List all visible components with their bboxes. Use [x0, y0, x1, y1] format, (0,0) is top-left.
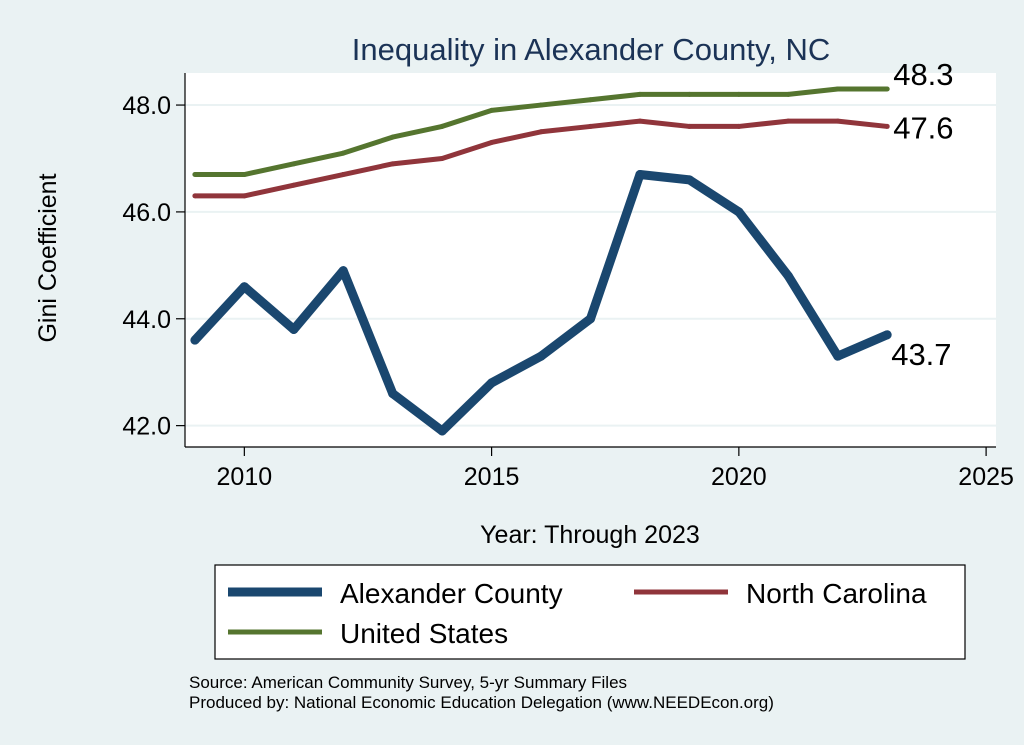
data-point-united-states-2021	[785, 91, 791, 97]
data-point-north-carolina-2015	[489, 139, 495, 145]
x-tick-label-0: 2010	[217, 463, 273, 491]
data-point-alexander-county-2015	[487, 378, 497, 388]
end-label-north-carolina: 47.6	[893, 110, 953, 145]
data-point-north-carolina-2010	[241, 193, 247, 199]
data-point-north-carolina-2012	[340, 172, 346, 178]
data-point-north-carolina-2021	[785, 118, 791, 124]
data-point-united-states-2014	[439, 123, 445, 129]
series-layer	[190, 86, 892, 436]
legend-label-north-carolina: North Carolina	[746, 578, 927, 609]
data-point-alexander-county-2022	[833, 351, 843, 361]
axes: 42.0 44.0 46.0 48.0 2010 2015 2020 2025	[122, 73, 1014, 491]
end-label-united-states: 48.3	[893, 57, 953, 92]
data-point-north-carolina-2017	[588, 123, 593, 129]
data-point-united-states-2016	[538, 102, 544, 108]
data-point-alexander-county-2014	[437, 426, 447, 436]
source-note: Source: American Community Survey, 5-yr …	[189, 673, 627, 692]
data-point-alexander-county-2021	[783, 271, 793, 281]
end-label-alexander-county: 43.7	[891, 337, 951, 372]
data-point-united-states-2010	[241, 172, 247, 178]
data-point-united-states-2017	[588, 97, 593, 103]
x-tick-label-3: 2025	[958, 463, 1014, 491]
chart-title: Inequality in Alexander County, NC	[352, 32, 830, 67]
data-point-united-states-2018	[637, 91, 643, 97]
x-tick-label-1: 2015	[464, 463, 520, 491]
x-axis-title: Year: Through 2023	[480, 521, 700, 549]
y-tick-label-1: 44.0	[122, 306, 171, 334]
data-point-north-carolina-2014	[439, 155, 445, 161]
data-point-alexander-county-2011	[289, 324, 299, 334]
y-axis-title: Gini Coefficient	[34, 173, 62, 342]
data-point-north-carolina-2023	[884, 123, 890, 129]
data-point-alexander-county-2016	[536, 351, 546, 361]
data-point-united-states-2009	[192, 172, 198, 178]
data-point-north-carolina-2020	[736, 123, 742, 129]
data-point-united-states-2011	[291, 161, 297, 167]
data-point-alexander-county-2023	[882, 330, 892, 340]
data-point-united-states-2020	[736, 91, 742, 97]
data-point-north-carolina-2016	[538, 129, 544, 135]
data-point-alexander-county-2012	[338, 266, 348, 276]
legend-label-united-states: United States	[340, 618, 508, 649]
data-point-united-states-2019	[686, 91, 692, 97]
data-point-alexander-county-2010	[239, 282, 249, 292]
producer-note: Produced by: National Economic Education…	[189, 693, 774, 712]
data-point-alexander-county-2009	[190, 335, 200, 345]
plot-area	[185, 73, 996, 447]
data-point-north-carolina-2013	[390, 161, 396, 167]
y-tick-label-2: 46.0	[122, 199, 171, 227]
y-tick-label-3: 48.0	[122, 92, 171, 120]
data-point-alexander-county-2017	[586, 314, 595, 324]
data-point-north-carolina-2018	[637, 118, 643, 124]
data-point-united-states-2022	[835, 86, 841, 92]
data-point-north-carolina-2011	[291, 182, 297, 188]
data-point-alexander-county-2018	[635, 170, 645, 180]
data-point-united-states-2012	[340, 150, 346, 156]
data-point-north-carolina-2022	[835, 118, 841, 124]
legend: Alexander County North Carolina United S…	[214, 564, 966, 660]
data-point-united-states-2013	[390, 134, 396, 140]
data-point-north-carolina-2019	[686, 123, 692, 129]
legend-box	[214, 564, 966, 660]
data-point-alexander-county-2013	[388, 389, 398, 399]
y-tick-label-0: 42.0	[122, 413, 171, 441]
x-tick-label-2: 2020	[711, 463, 767, 491]
data-point-united-states-2015	[489, 107, 495, 113]
end-labels: 43.7 47.6 48.3	[891, 57, 953, 372]
legend-label-alexander-county: Alexander County	[340, 578, 563, 609]
data-point-north-carolina-2009	[192, 193, 198, 199]
data-point-united-states-2023	[884, 86, 890, 92]
data-point-alexander-county-2020	[734, 207, 744, 217]
data-point-alexander-county-2019	[684, 175, 694, 185]
